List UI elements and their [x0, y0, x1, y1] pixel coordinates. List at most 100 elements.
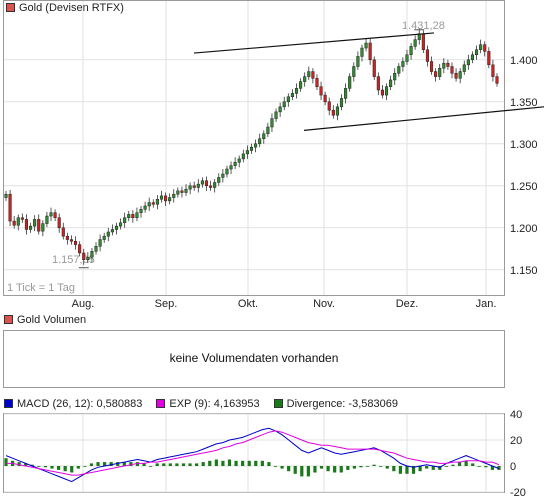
- divergence-bar: [352, 466, 356, 469]
- divergence-bar: [438, 466, 442, 470]
- candle-body: [119, 222, 123, 227]
- divergence-bar: [398, 466, 402, 474]
- candle-body: [258, 138, 262, 145]
- divergence-bar: [471, 463, 475, 466]
- candle-body: [278, 106, 282, 113]
- candle-body: [143, 205, 147, 210]
- candle-body: [262, 133, 266, 140]
- macd-y-tick-label: -20: [510, 487, 526, 499]
- price-y-tick-label: 1.300: [510, 139, 538, 151]
- candle-body: [294, 88, 299, 94]
- candle-body: [458, 71, 462, 79]
- candle-body: [155, 198, 159, 205]
- candle-body: [41, 223, 45, 232]
- divergence-bar: [142, 463, 146, 466]
- candle-body: [245, 150, 249, 155]
- price-y-tick-label: 1.150: [510, 265, 538, 277]
- candle-body: [184, 188, 188, 193]
- price-y-tick-label: 1.400: [510, 55, 538, 67]
- price-y-tick-label: 1.250: [510, 181, 538, 193]
- no-volume-message: keine Volumendaten vorhanden: [169, 351, 339, 365]
- trendline: [303, 106, 545, 131]
- candle-body: [442, 62, 446, 69]
- candle-body: [82, 252, 86, 260]
- high-annotation: 1.431,28: [402, 20, 445, 32]
- candle-body: [37, 219, 41, 232]
- candle-body: [12, 220, 16, 226]
- candle-body: [180, 190, 184, 193]
- candle-body: [127, 214, 131, 218]
- divergence-bar: [89, 463, 94, 466]
- divergence-bar: [319, 466, 324, 469]
- candle-body: [429, 61, 434, 72]
- candle-body: [16, 217, 20, 226]
- divergence-bar: [17, 462, 21, 466]
- divergence-bar: [30, 464, 34, 466]
- divergence-bar: [418, 466, 422, 472]
- candle-body: [282, 101, 286, 108]
- candle-body: [164, 195, 168, 202]
- candle-body: [78, 244, 82, 254]
- candle-body: [483, 44, 487, 52]
- candle-body: [65, 235, 69, 240]
- candle-body: [196, 183, 200, 188]
- candle-body: [360, 47, 364, 57]
- divergence-bar: [326, 466, 330, 472]
- candle-body: [274, 111, 278, 119]
- price-y-tick-label: 1.200: [510, 223, 538, 235]
- candle-body: [323, 94, 327, 103]
- divergence-bar: [103, 462, 107, 466]
- candle-body: [249, 146, 254, 151]
- divergence-bar: [451, 464, 455, 466]
- candle-body: [466, 59, 470, 66]
- candle-body: [20, 217, 24, 220]
- candle-body: [389, 79, 393, 87]
- macd-line: [5, 427, 500, 483]
- divergence-bar: [372, 464, 376, 466]
- candle-body: [123, 217, 127, 224]
- candle-body: [74, 240, 78, 245]
- divergence-bar: [392, 466, 396, 472]
- price-panel: [3, 0, 505, 296]
- candle-body: [213, 182, 217, 188]
- macd-legend: MACD (26, 12): 0,580883 EXP (9): 4,163953…: [4, 398, 398, 410]
- volume-legend-label: Gold Volumen: [17, 314, 87, 326]
- exp-legend-label: EXP (9): 4,163953: [169, 398, 260, 410]
- candle-body: [307, 71, 311, 77]
- candle-body: [450, 66, 454, 74]
- macd-legend-swatch: [4, 399, 13, 408]
- macd-y-tick-label: 0: [510, 461, 516, 473]
- divergence-bar: [70, 466, 74, 473]
- candle-body: [168, 197, 172, 202]
- volume-legend-swatch: [4, 315, 13, 324]
- divergence-bar: [411, 466, 416, 474]
- candle-body: [90, 251, 94, 258]
- candle-body: [368, 42, 372, 61]
- candle-body: [462, 64, 466, 72]
- candle-body: [376, 76, 380, 91]
- candle-body: [94, 246, 98, 252]
- candle-body: [409, 46, 413, 56]
- divergence-bar: [168, 463, 172, 466]
- candle-body: [131, 214, 135, 218]
- candle-body: [315, 78, 319, 87]
- divergence-bar: [227, 459, 232, 466]
- candle-body: [192, 185, 196, 188]
- divergence-bar: [280, 466, 284, 469]
- price-x-tick-label: Sep.: [155, 298, 178, 310]
- macd-y-tick-label: 20: [510, 435, 522, 447]
- macd-panel: [3, 413, 505, 493]
- exp-legend-swatch: [156, 399, 166, 408]
- candle-body: [69, 239, 74, 242]
- divergence-bar: [477, 466, 481, 467]
- divergence-bar: [155, 463, 159, 466]
- candle-body: [57, 217, 61, 229]
- candle-body: [241, 153, 245, 160]
- divergence-bar: [300, 466, 304, 477]
- candle-body: [303, 76, 307, 82]
- price-x-tick-label: Dez.: [396, 298, 419, 310]
- divergence-bar: [50, 466, 54, 469]
- candle-body: [348, 76, 352, 89]
- candle-body: [102, 235, 106, 240]
- divergence-bar: [405, 466, 409, 474]
